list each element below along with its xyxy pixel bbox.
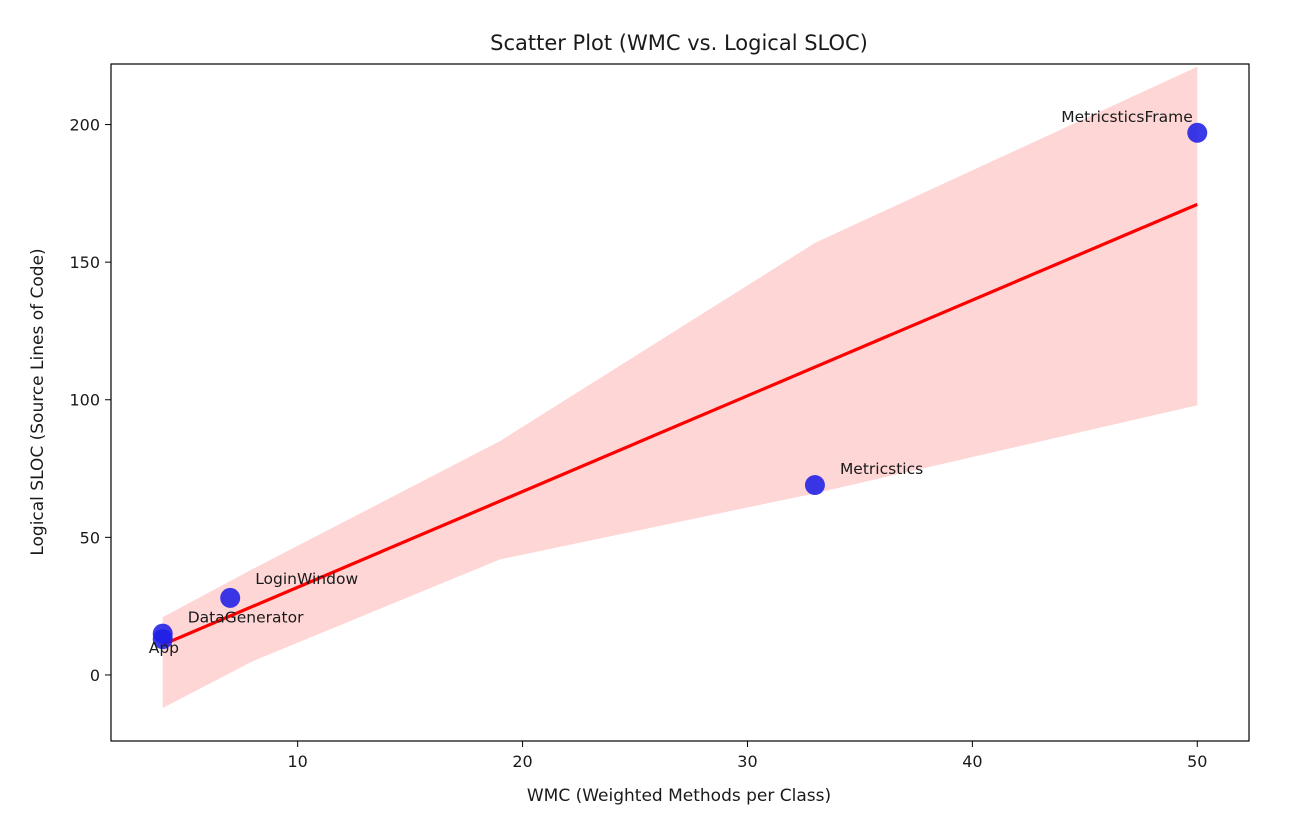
x-tick-label: 40 — [962, 752, 982, 771]
y-axis-label: Logical SLOC (Source Lines of Code) — [28, 248, 48, 555]
point-label: LoginWindow — [255, 570, 358, 588]
x-axis: 10 20 30 40 50 — [287, 741, 1207, 771]
x-tick-label: 50 — [1187, 752, 1207, 771]
plot-area: App DataGenerator LoginWindow Metricstics Me… — [111, 64, 1249, 741]
x-tick-label: 10 — [287, 752, 307, 771]
point-label: Metricstics — [840, 460, 923, 478]
data-point — [220, 588, 240, 608]
y-tick-label: 100 — [69, 391, 100, 410]
x-axis-label: WMC (Weighted Methods per Class) — [527, 786, 831, 806]
point-label: MetricsticsFrame — [1061, 108, 1193, 126]
x-tick-label: 30 — [737, 752, 757, 771]
point-label: DataGenerator — [188, 609, 304, 627]
point-label: App — [149, 639, 179, 657]
confidence-band-layer — [163, 67, 1198, 708]
chart-title: Scatter Plot (WMC vs. Logical SLOC) — [490, 31, 868, 55]
confidence-band — [163, 67, 1198, 708]
y-tick-label: 150 — [69, 253, 100, 272]
y-tick-label: 50 — [80, 528, 100, 547]
y-tick-label: 0 — [90, 666, 100, 685]
y-tick-label: 200 — [69, 116, 100, 135]
y-axis: 0 50 100 150 200 — [69, 116, 111, 685]
data-point — [805, 475, 825, 495]
x-tick-label: 20 — [512, 752, 532, 771]
